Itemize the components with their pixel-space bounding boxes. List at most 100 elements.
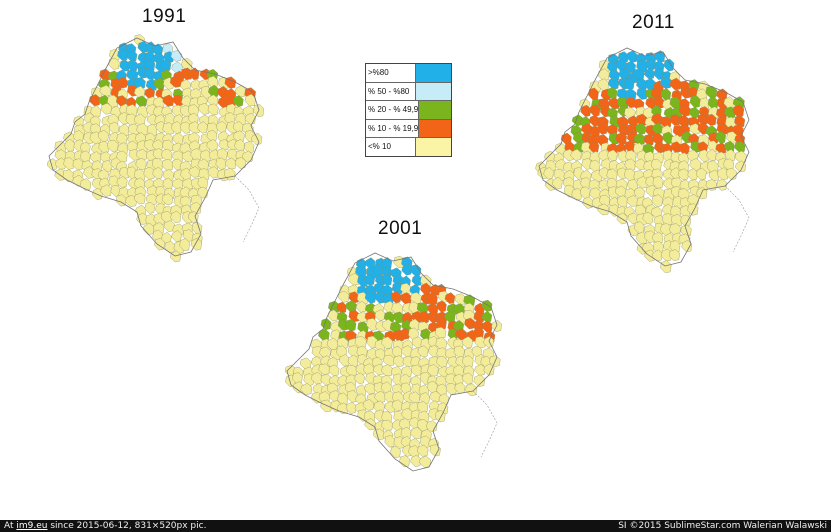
municipality-base [419, 392, 430, 405]
municipality-c1 [160, 59, 172, 72]
legend-label: >%80 [366, 64, 416, 82]
municipality-base [679, 179, 691, 192]
municipality-base [670, 167, 681, 180]
municipality-base [678, 152, 690, 165]
municipality-base [72, 158, 84, 171]
municipality-base [97, 130, 109, 142]
municipality-c4 [670, 141, 682, 154]
municipality-c4 [427, 303, 439, 315]
municipality-base [345, 401, 357, 414]
municipality-c4 [596, 122, 608, 135]
municipality-base [634, 158, 647, 171]
municipality-base [662, 203, 673, 216]
legend-label: <% 10 [366, 138, 416, 156]
municipality-c4 [659, 116, 672, 129]
municipality-c3 [732, 96, 745, 109]
municipality-base [125, 194, 138, 207]
municipality-base [354, 336, 367, 349]
municipality-base [144, 202, 155, 214]
municipality-c3 [344, 319, 357, 332]
municipality-base [571, 188, 583, 201]
municipality-c1 [644, 67, 655, 80]
municipality-c3 [705, 85, 718, 99]
municipality-c4 [348, 310, 361, 323]
municipality-c4 [444, 292, 456, 304]
municipality-base [660, 260, 672, 274]
municipality-base [338, 291, 350, 303]
municipality-base [152, 139, 164, 151]
municipality-base [373, 363, 385, 376]
municipality-c4 [481, 320, 493, 333]
municipality-c4 [436, 300, 447, 313]
municipality-base [410, 292, 422, 305]
municipality-base [181, 58, 193, 71]
municipality-base [319, 346, 331, 359]
municipality-base [180, 167, 192, 181]
municipality-base [151, 157, 164, 171]
municipality-c1 [137, 67, 148, 79]
municipality-base [170, 210, 182, 224]
boundary-line [472, 390, 498, 458]
municipality-base [187, 104, 199, 117]
municipality-base [89, 151, 102, 164]
municipality-base [152, 148, 164, 160]
footer-copyright: SI ©2015 SublimeStar.com Walerian Walaws… [618, 521, 827, 531]
municipality-base [207, 94, 219, 107]
municipality-c1 [607, 77, 620, 90]
municipality-base [644, 230, 656, 243]
municipality-c4 [435, 317, 447, 330]
legend-row-over-80: >%80 [366, 64, 451, 83]
municipality-c4 [336, 301, 347, 314]
municipality-base [580, 141, 593, 155]
municipality-base [172, 132, 184, 145]
municipality-base [410, 356, 422, 369]
municipality-base [436, 347, 448, 360]
municipality-base [100, 184, 112, 197]
municipality-c1 [126, 50, 138, 62]
municipality-base [400, 426, 412, 440]
municipality-base [327, 309, 339, 322]
municipality-base [197, 121, 208, 134]
municipality-c3 [633, 133, 646, 146]
municipality-base [438, 393, 450, 406]
municipality-base [218, 138, 230, 151]
municipality-base [135, 148, 148, 161]
footer-credit: At im9.eu since 2015-06-12, 831×520px pi… [4, 520, 206, 532]
municipality-base [100, 102, 113, 115]
municipality-c3 [208, 84, 220, 98]
municipality-c1 [626, 50, 638, 63]
municipality-base [116, 132, 128, 146]
municipality-base [570, 148, 582, 161]
municipality-base [374, 309, 386, 321]
map-2011-svg [535, 47, 750, 274]
municipality-c1 [145, 78, 158, 92]
legend: >%80 % 50 - %80 % 20 - % 49,9 % 10 - % 1… [365, 63, 452, 157]
municipality-base [134, 169, 146, 182]
legend-label: % 10 - % 19,9 [366, 119, 420, 138]
municipality-c1 [363, 273, 376, 286]
municipality-base [626, 195, 639, 207]
municipality-base [636, 150, 648, 163]
municipality-base [354, 372, 365, 385]
municipality-base [152, 166, 163, 180]
municipality-c4 [697, 113, 709, 126]
year-label-2011: 2011 [632, 12, 675, 33]
municipality-c3 [318, 328, 330, 341]
municipality-c4 [188, 67, 200, 81]
site-link[interactable]: im9.eu [16, 521, 48, 531]
municipality-c3 [233, 95, 244, 107]
municipality-c1 [381, 274, 393, 286]
municipality-base [606, 168, 618, 182]
municipality-base [652, 231, 664, 244]
year-label-1991: 1991 [142, 6, 187, 27]
municipality-c4 [400, 292, 412, 305]
municipality-base [118, 123, 130, 137]
footer-prefix: At [4, 521, 17, 531]
municipality-c1 [391, 282, 404, 295]
municipality-base [681, 240, 693, 253]
municipality-base [384, 435, 396, 448]
municipality-base [636, 176, 649, 189]
municipality-base [198, 102, 210, 115]
municipality-base [179, 238, 190, 252]
municipality-c1 [645, 58, 656, 71]
